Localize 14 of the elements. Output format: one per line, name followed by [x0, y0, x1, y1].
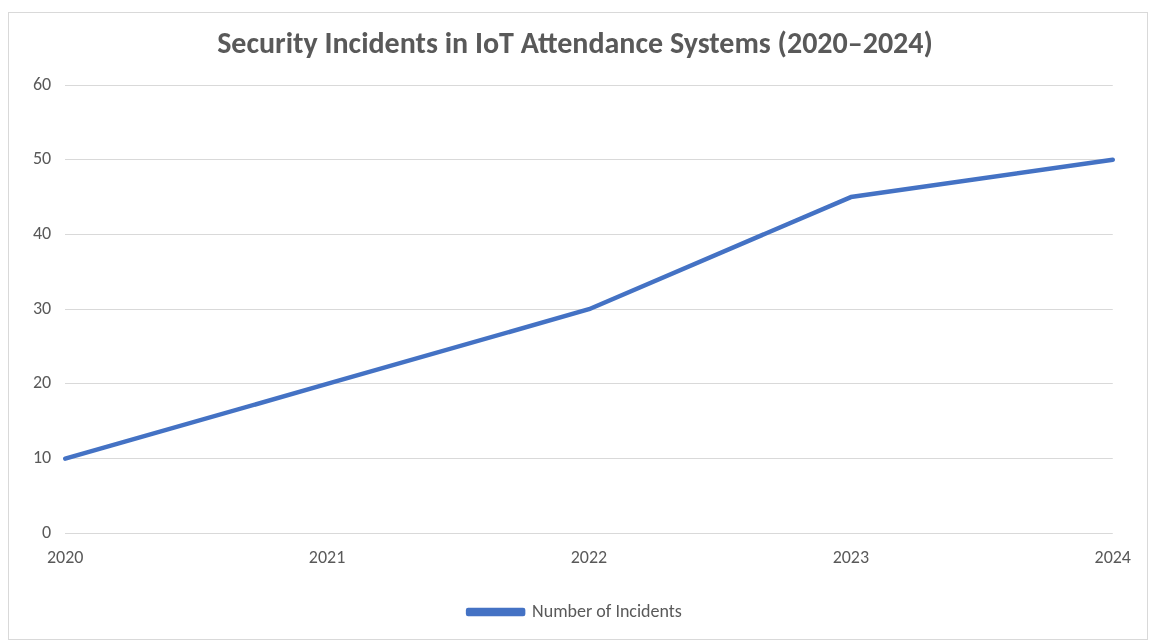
- x-tick-label: 2024: [1094, 545, 1131, 568]
- x-tick-label: 2022: [570, 545, 608, 568]
- y-tick-label: 20: [33, 371, 52, 394]
- y-tick-label: 30: [33, 296, 52, 319]
- y-tick-label: 50: [33, 147, 52, 170]
- x-tick-label: 2020: [47, 545, 84, 568]
- y-tick-label: 60: [33, 72, 52, 95]
- chart-title: Security Incidents in IoT Attendance Systems (2020–2024): [217, 23, 933, 61]
- x-tick-label: 2023: [832, 545, 870, 568]
- y-tick-label: 0: [42, 520, 52, 543]
- y-tick-label: 10: [33, 446, 52, 469]
- y-tick-label: 40: [33, 221, 52, 244]
- x-tick-label: 2021: [308, 545, 346, 568]
- legend-label: Number of Incidents: [532, 599, 682, 622]
